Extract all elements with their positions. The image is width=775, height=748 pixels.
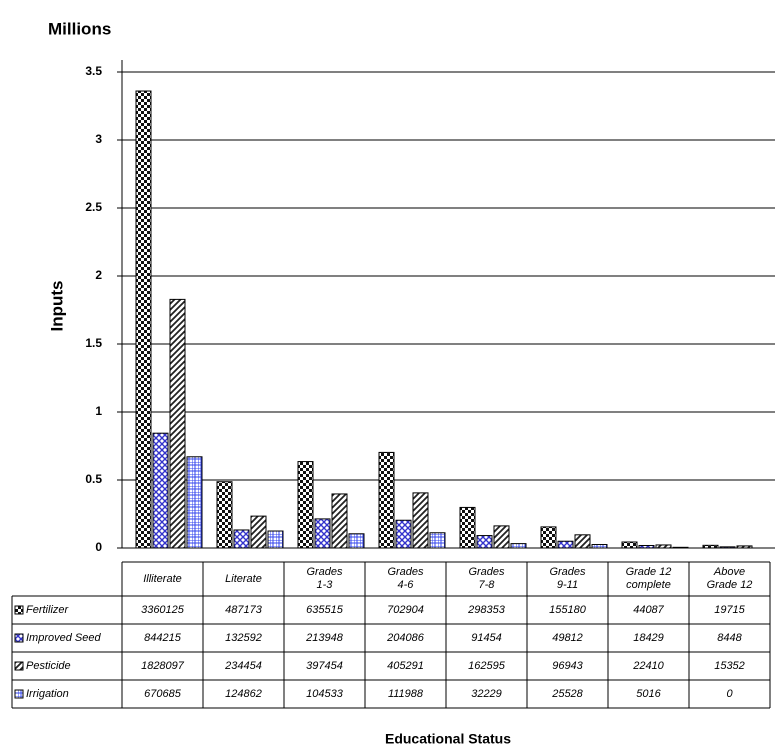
table-value: 15352 [714,659,745,672]
legend-key [14,605,24,615]
bar [297,461,314,549]
y-tick-label: 3 [95,132,102,146]
legend-label: Irrigation [26,687,69,700]
bar [267,530,284,549]
table-value: 844215 [144,631,181,644]
table-value: 5016 [636,687,661,700]
bar [621,541,638,549]
bar [395,519,412,549]
table-value: 19715 [714,603,745,616]
legend-key [14,689,24,699]
y-tick-label: 3.5 [85,64,102,78]
x-tick-label: Grades 7-8 [468,566,505,591]
bar [574,534,591,549]
bar [169,298,186,549]
table-value: 96943 [552,659,583,672]
y-axis-label: Inputs [47,281,66,332]
x-tick-label: Illiterate [143,572,182,585]
table-value: 162595 [468,659,505,672]
bar [152,432,169,549]
bar [655,544,672,549]
table-value: 213948 [306,631,343,644]
y-tick-label: 1 [95,404,102,418]
legend-key [14,633,24,643]
bar [459,506,476,549]
table-value: 111988 [387,687,424,700]
table-value: 397454 [306,659,343,672]
table-value: 25528 [552,687,583,700]
bar [412,492,429,549]
table-value: 3360125 [141,603,184,616]
bar [135,90,152,549]
bar [378,451,395,549]
x-tick-label: Literate [225,572,262,585]
table-value: 22410 [633,659,664,672]
bar [331,493,348,549]
y-tick-label: 2.5 [85,200,102,214]
y-tick-label: 1.5 [85,336,102,350]
x-tick-label: Above Grade 12 [706,566,753,591]
table-value: 32229 [471,687,502,700]
x-tick-label: Grades 1-3 [306,566,343,591]
bar [348,533,365,549]
y-tick-label: 0.5 [85,472,102,486]
x-axis-label: Educational Status [385,731,511,747]
bar [638,544,655,549]
y-unit-label: Millions [48,19,111,38]
x-tick-label: Grade 12 complete [625,566,672,591]
bar [429,532,446,549]
table-value: 44087 [633,603,664,616]
bar [510,543,527,549]
y-tick-label: 0 [95,540,102,554]
bar [719,546,736,549]
table-value: 49812 [552,631,583,644]
bar [557,540,574,549]
bar [233,529,250,549]
table-value: 104533 [306,687,343,700]
table-value: 405291 [387,659,424,672]
table-value: 155180 [549,603,586,616]
table-value: 18429 [633,631,664,644]
legend-key [14,661,24,671]
table-value: 1828097 [141,659,184,672]
table-value: 8448 [717,631,742,644]
bar [540,526,557,549]
legend-label: Fertilizer [26,603,69,616]
table-value: 132592 [225,631,262,644]
bar [314,518,331,549]
table-value: 487173 [225,603,262,616]
bar [493,525,510,549]
table-value: 635515 [306,603,343,616]
bar [672,546,689,549]
bar [702,544,719,549]
table-value: 91454 [471,631,502,644]
x-tick-label: Grades 4-6 [387,566,424,591]
bar [736,545,753,549]
table-value: 204086 [387,631,424,644]
table-value: 234454 [225,659,262,672]
bar [186,456,203,549]
legend-label: Pesticide [26,659,71,672]
bar [591,544,608,549]
y-tick-label: 2 [95,268,102,282]
legend-label: Improved Seed [26,631,101,644]
table-value: 124862 [225,687,262,700]
bar [476,535,493,549]
x-tick-label: Grades 9-11 [549,566,586,591]
table-value: 702904 [387,603,424,616]
table-value: 0 [726,687,733,700]
table-value: 298353 [468,603,505,616]
bar [250,515,267,549]
table-value: 670685 [144,687,181,700]
bar [216,481,233,549]
